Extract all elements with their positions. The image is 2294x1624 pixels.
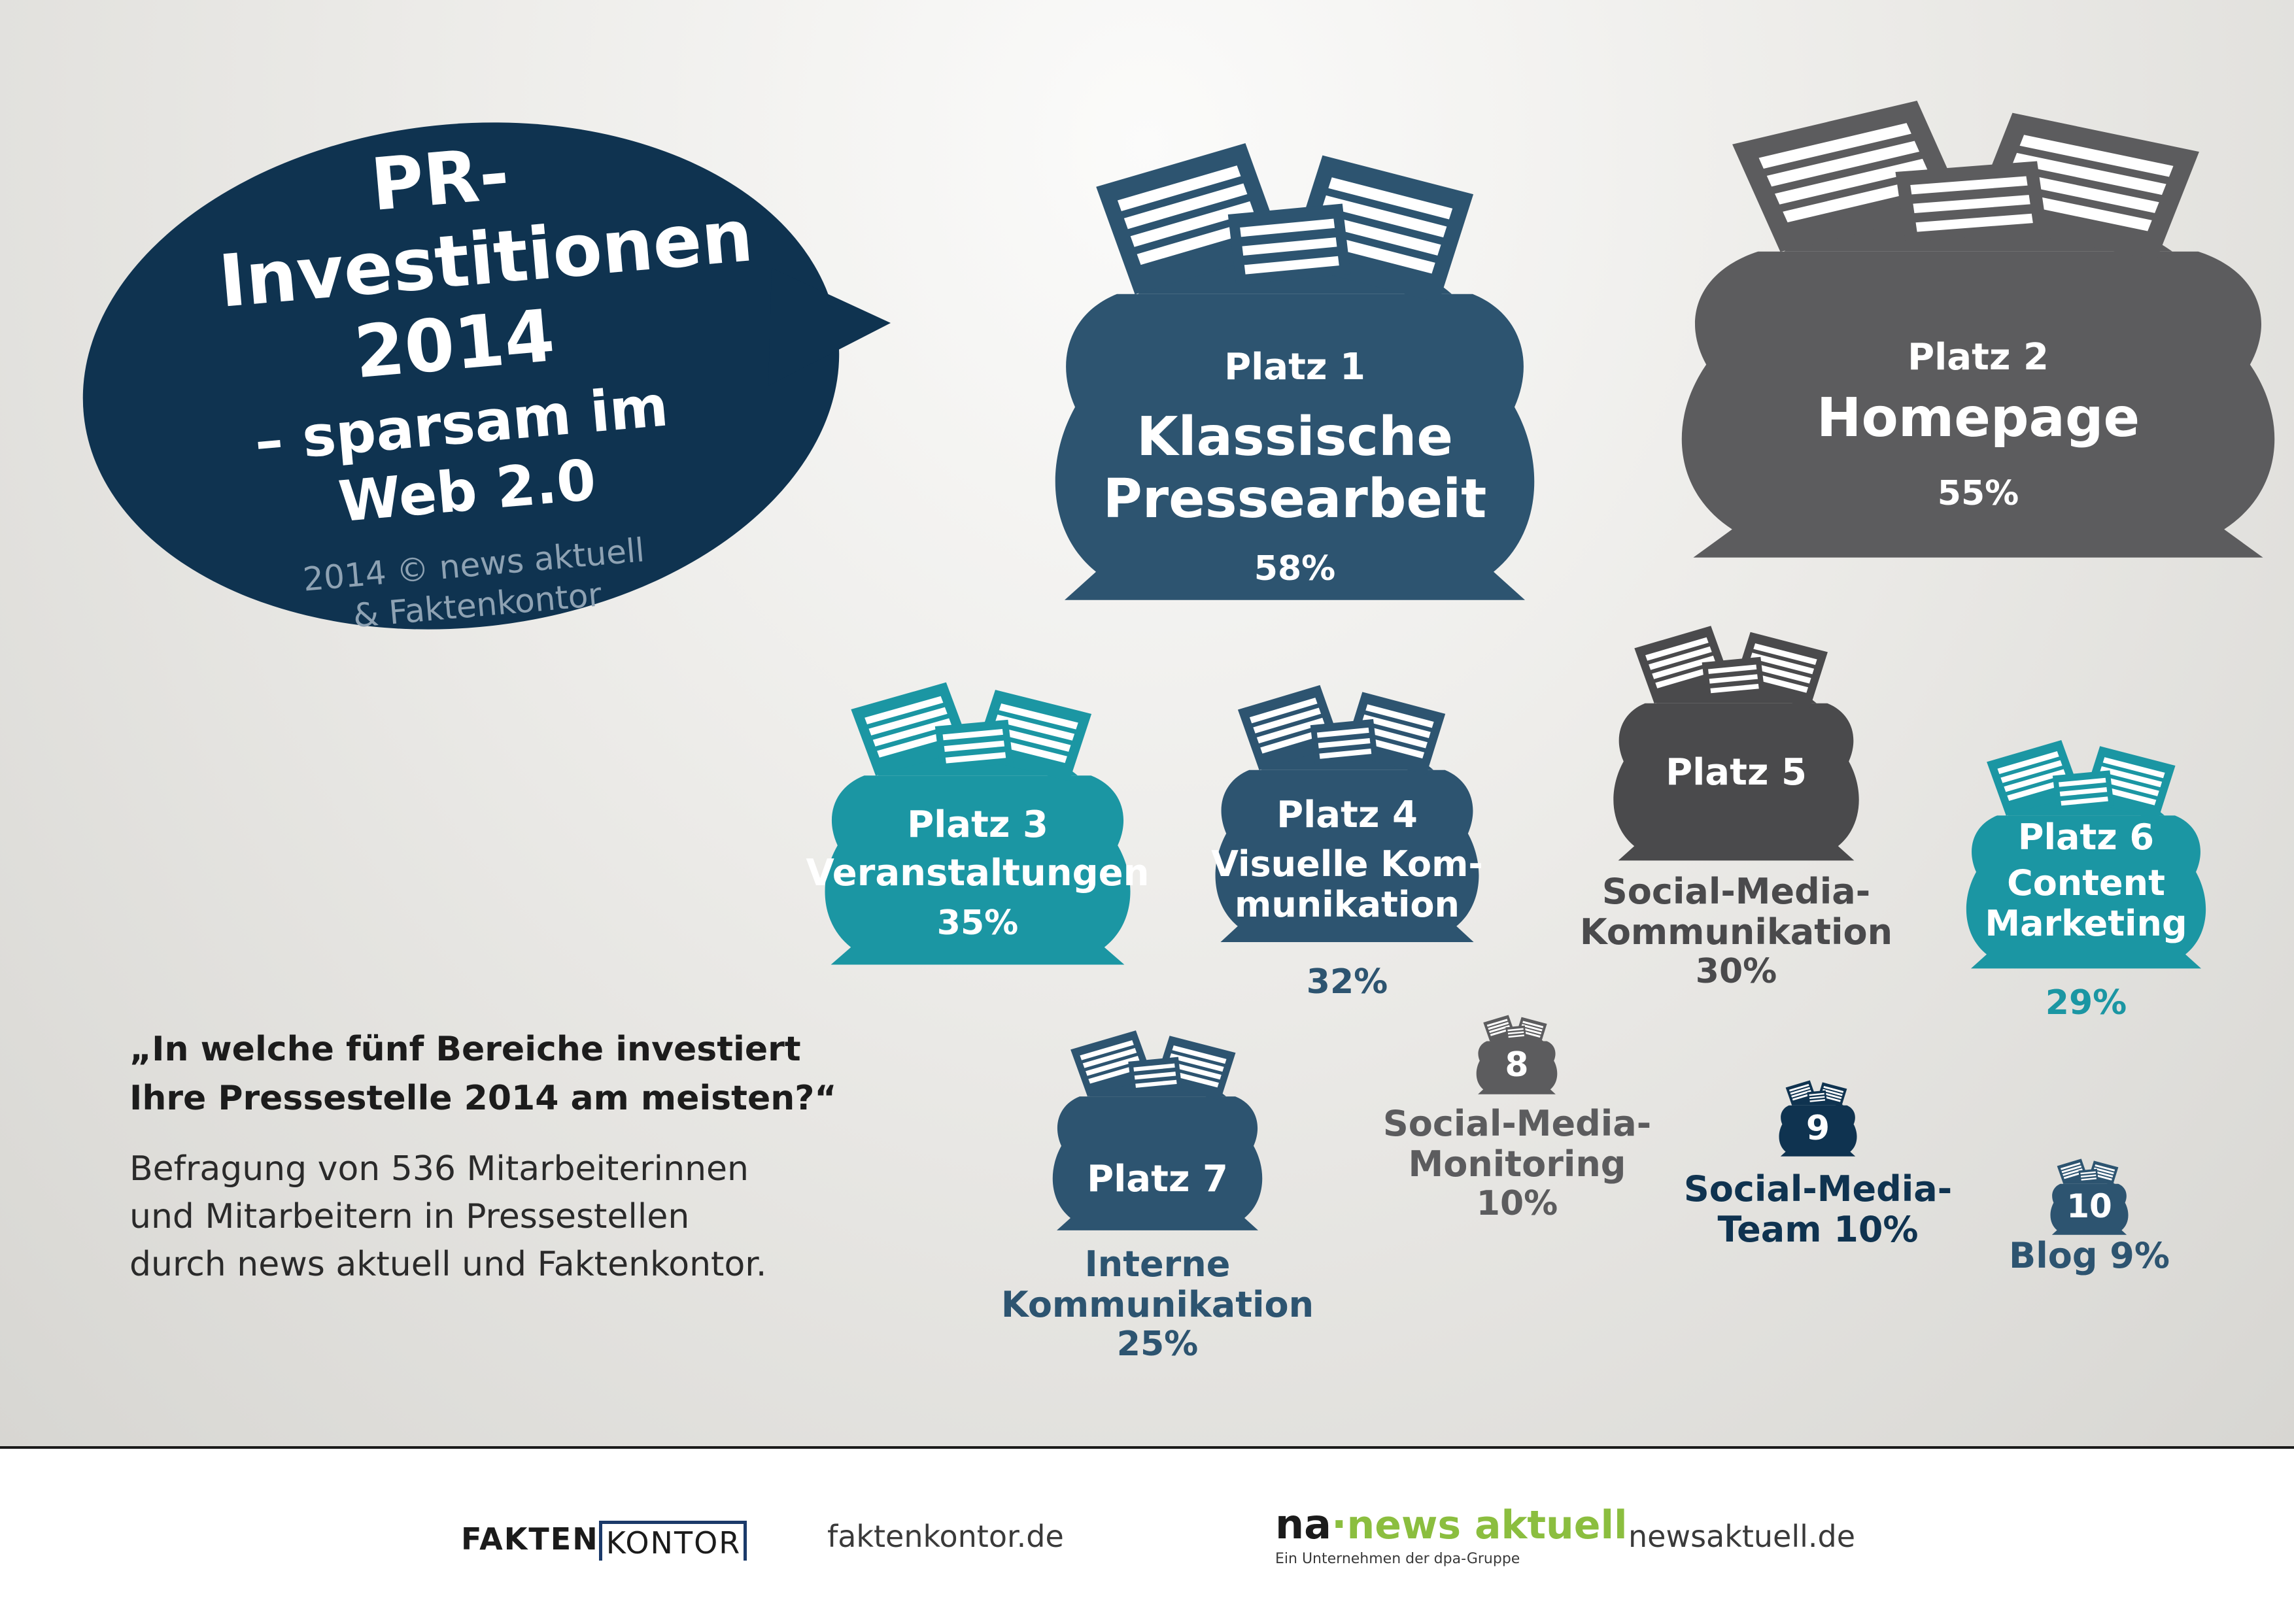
- rank-3-name: Veranstaltungen: [806, 852, 1150, 895]
- money-sack-icon-rank-5: [1602, 621, 1870, 863]
- rank-1-name-line-1: Klassische: [1136, 406, 1454, 469]
- rank-4-platz: Platz 4: [1276, 794, 1418, 836]
- rank-5-percent: 30%: [1695, 952, 1777, 992]
- rank-9-number: 9: [1806, 1109, 1830, 1148]
- rank-10-number: 10: [2066, 1187, 2112, 1225]
- rank-8-name-line-2: Monitoring: [1408, 1143, 1626, 1185]
- rank-7-percent: 25%: [1116, 1325, 1199, 1364]
- rank-9-name-line-1: Social-Media-: [1683, 1168, 1953, 1210]
- rank-8-number: 8: [1505, 1045, 1529, 1085]
- rank-9-caption: Social-Media- Team 10%: [1654, 1168, 1981, 1251]
- news-aktuell-link[interactable]: newsaktuell.de: [1628, 1519, 1856, 1554]
- rank-7-name-line-2: Kommunikation: [1001, 1284, 1314, 1326]
- rank-1-percent: 58%: [1254, 549, 1336, 588]
- rank-7-name-line-1: Interne: [1084, 1243, 1231, 1285]
- rank-1-label: Platz 1 Klassische Pressearbeit 58%: [1033, 346, 1556, 589]
- rank-3-label: Platz 3 Veranstaltungen 35%: [801, 804, 1154, 943]
- rank-6-percent: 29%: [2045, 983, 2127, 1023]
- rank-3-platz: Platz 3: [907, 804, 1048, 846]
- rank-5-platz: Platz 5: [1666, 751, 1807, 794]
- rank-6-label: Platz 6 Content Marketing: [1955, 817, 2217, 944]
- survey-description-line-3: durch news aktuell und Faktenkontor.: [129, 1244, 767, 1284]
- rank-7-platz: Platz 7: [1087, 1158, 1228, 1200]
- rank-4-name-line-2: munikation: [1235, 884, 1460, 926]
- news-aktuell-logo: na·news aktuell: [1275, 1500, 1628, 1548]
- rank-6-name-line-2: Marketing: [1985, 903, 2187, 945]
- title-block: PR- Investitionen 2014 – sparsam im Web …: [209, 118, 756, 646]
- news-aktuell-logo-na: na: [1275, 1500, 1331, 1548]
- rank-4-percent: 32%: [1306, 962, 1388, 1002]
- rank-4-name-line-1: Visuelle Kom-: [1211, 843, 1483, 885]
- rank-2-platz: Platz 2: [1908, 336, 2049, 379]
- rank-1-name-line-2: Pressearbeit: [1103, 467, 1487, 530]
- rank-2-name: Homepage: [1816, 387, 2140, 450]
- rank-8-name-line-1: Social-Media-: [1382, 1103, 1652, 1144]
- rank-3-percent: 35%: [936, 903, 1019, 943]
- rank-4-label: Platz 4 Visuelle Kom- munikation: [1190, 794, 1504, 926]
- news-aktuell-logo-text: news aktuell: [1346, 1502, 1628, 1548]
- rank-10-caption: Blog 9%: [2009, 1235, 2170, 1276]
- rank-5-caption: Social-Media- Kommunikation 30%: [1550, 871, 1923, 992]
- news-aktuell-tagline: Ein Unternehmen der dpa-Gruppe: [1275, 1551, 1520, 1567]
- faktenkontor-logo-part-1: FAKTEN: [461, 1521, 599, 1557]
- faktenkontor-logo: FAKTEN KONTOR: [461, 1517, 747, 1569]
- rank-1-platz: Platz 1: [1224, 346, 1365, 388]
- title-speech-bubble: [82, 122, 891, 630]
- rank-2-percent: 55%: [1937, 473, 2019, 513]
- rank-8-caption: Social-Media- Monitoring 10%: [1354, 1103, 1681, 1224]
- rank-7-caption: Interne Kommunikation 25%: [981, 1243, 1334, 1364]
- rank-5-name-line-2: Kommunikation: [1579, 911, 1893, 953]
- survey-description-line-2: und Mitarbeitern in Pressestellen: [129, 1196, 690, 1236]
- rank-6-platz: Platz 6: [2017, 817, 2155, 858]
- survey-description: Befragung von 536 Mitarbeiterinnen und M…: [129, 1145, 914, 1288]
- survey-question: „In welche fünf Bereiche investiert Ihre…: [129, 1025, 914, 1124]
- rank-8-percent: 10%: [1476, 1184, 1558, 1224]
- rank-6-name-line-1: Content: [2007, 862, 2165, 904]
- survey-description-line-1: Befragung von 536 Mitarbeiterinnen: [129, 1149, 749, 1189]
- rank-5-name-line-1: Social-Media-: [1601, 871, 1871, 912]
- survey-question-line-1: „In welche fünf Bereiche investiert: [129, 1030, 801, 1069]
- faktenkontor-logo-part-2: KONTOR: [598, 1521, 747, 1561]
- money-sack-icon-rank-7: [1043, 1026, 1272, 1232]
- survey-question-line-2: Ihre Pressestelle 2014 am meisten?“: [129, 1079, 837, 1119]
- faktenkontor-link[interactable]: faktenkontor.de: [827, 1519, 1064, 1554]
- rank-2-label: Platz 2 Homepage 55%: [1654, 336, 2294, 513]
- footer: [0, 1446, 2294, 1624]
- rank-9-name-line-2: Team 10%: [1717, 1209, 1919, 1251]
- news-aktuell-logo-dot: ·: [1331, 1500, 1347, 1548]
